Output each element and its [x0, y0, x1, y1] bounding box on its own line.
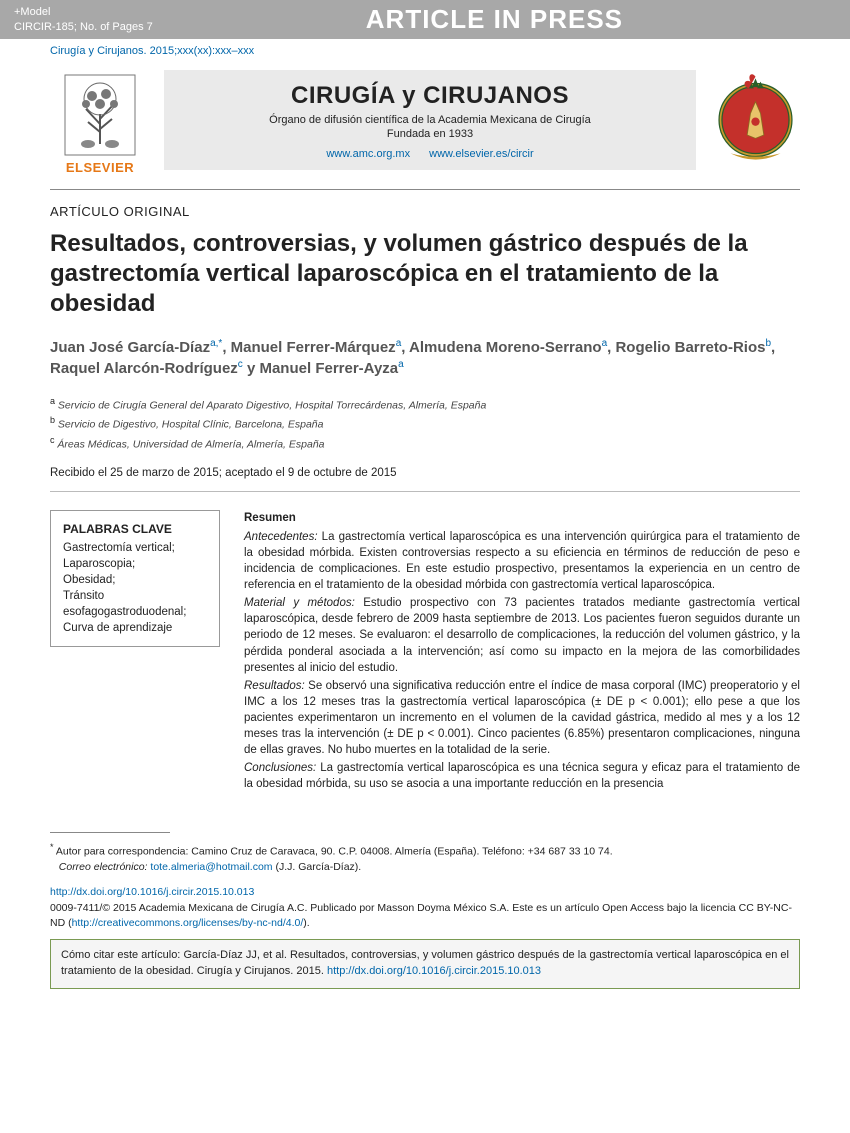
cite-doi-link[interactable]: http://dx.doi.org/10.1016/j.circir.2015.… [327, 965, 541, 977]
model-ref-text: CIRCIR-185; No. of Pages 7 [14, 20, 153, 34]
abstract-antecedentes: Antecedentes: La gastrectomía vertical l… [244, 529, 800, 593]
corr-email-line: Correo electrónico: tote.almeria@hotmail… [50, 860, 800, 875]
material-label: Material y métodos: [244, 597, 355, 609]
elsevier-tree-icon [64, 74, 136, 156]
elsevier-text: ELSEVIER [66, 160, 134, 175]
keywords-heading: PALABRAS CLAVE [63, 521, 207, 538]
article-in-press: ARTICLE IN PRESS [153, 4, 836, 35]
article-type: ARTÍCULO ORIGINAL [50, 204, 800, 219]
resultados-label: Resultados: [244, 680, 305, 692]
doi-link[interactable]: http://dx.doi.org/10.1016/j.circir.2015.… [50, 886, 254, 898]
journal-links: www.amc.org.mx www.elsevier.es/circir [172, 148, 688, 160]
correspondence: * Autor para correspondencia: Camino Cru… [50, 841, 800, 875]
masthead: ELSEVIER CIRUGÍA y CIRUJANOS Órgano de d… [0, 57, 850, 189]
abstract-conclusiones: Conclusiones: La gastrectomía vertical l… [244, 760, 800, 792]
abstract-resultados: Resultados: Se observó una significativa… [244, 678, 800, 758]
abstract: Resumen Antecedentes: La gastrectomía ve… [244, 510, 800, 795]
journal-link-elsevier[interactable]: www.elsevier.es/circir [429, 148, 534, 160]
authors-list: Juan José García-Díaza,*, Manuel Ferrer-… [50, 337, 800, 379]
citation-line: Cirugía y Cirujanos. 2015;xxx(xx):xxx–xx… [0, 39, 850, 57]
conclusiones-label: Conclusiones: [244, 762, 316, 774]
corr-email-tail: (J.J. García-Díaz). [273, 861, 362, 873]
keywords-list: Gastrectomía vertical; Laparoscopia; Obe… [63, 540, 207, 637]
article-dates: Recibido el 25 de marzo de 2015; aceptad… [50, 467, 800, 479]
press-banner: +Model CIRCIR-185; No. of Pages 7 ARTICL… [0, 0, 850, 39]
citation-box: Cómo citar este artículo: García-Díaz JJ… [50, 939, 800, 989]
antecedentes-text: La gastrectomía vertical laparoscópica e… [244, 531, 800, 591]
issn-tail: ). [303, 917, 309, 929]
resultados-text: Se observó una significativa reducción e… [244, 680, 800, 756]
model-label: +Model [14, 5, 153, 19]
cc-link[interactable]: http://creativecommons.org/licenses/by-n… [72, 917, 304, 929]
footer: * Autor para correspondencia: Camino Cru… [0, 832, 850, 1002]
corr-text: Autor para correspondencia: Camino Cruz … [56, 846, 613, 858]
email-label: Correo electrónico: [59, 861, 148, 873]
doi-block: http://dx.doi.org/10.1016/j.circir.2015.… [50, 885, 800, 931]
journal-link-amc[interactable]: www.amc.org.mx [326, 148, 410, 160]
journal-subtitle: Órgano de difusión científica de la Acad… [172, 114, 688, 126]
abstract-material: Material y métodos: Estudio prospectivo … [244, 595, 800, 675]
abstract-heading: Resumen [244, 510, 800, 526]
dates-divider [50, 491, 800, 492]
conclusiones-text: La gastrectomía vertical laparoscópica e… [244, 762, 800, 790]
article-title: Resultados, controversias, y volumen gás… [50, 229, 800, 319]
model-ref: +Model CIRCIR-185; No. of Pages 7 [14, 5, 153, 34]
keywords-abstract-row: PALABRAS CLAVE Gastrectomía vertical; La… [50, 510, 800, 795]
antecedentes-label: Antecedentes: [244, 531, 318, 543]
article-content: ARTÍCULO ORIGINAL Resultados, controvers… [0, 190, 850, 804]
keywords-box: PALABRAS CLAVE Gastrectomía vertical; La… [50, 510, 220, 647]
corr-line: * Autor para correspondencia: Camino Cru… [50, 841, 800, 860]
academia-crest-icon [710, 65, 800, 175]
issn-line: 0009-7411/© 2015 Academia Mexicana de Ci… [50, 901, 800, 931]
elsevier-logo: ELSEVIER [50, 65, 150, 175]
corr-email-link[interactable]: tote.almeria@hotmail.com [150, 861, 272, 873]
journal-founded: Fundada en 1933 [172, 128, 688, 140]
corr-marker: * [50, 842, 54, 852]
journal-title: CIRUGÍA y CIRUJANOS [172, 82, 688, 110]
affiliations: a Servicio de Cirugía General del Aparat… [50, 395, 800, 453]
footnote-divider [50, 832, 170, 833]
journal-box: CIRUGÍA y CIRUJANOS Órgano de difusión c… [164, 70, 696, 170]
